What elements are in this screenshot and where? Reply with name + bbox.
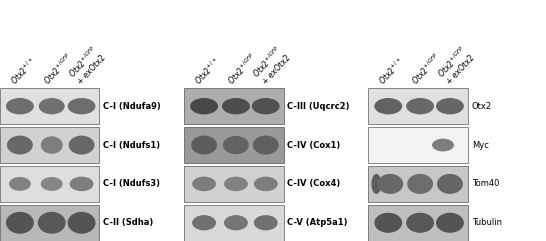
Bar: [369, 205, 468, 241]
Ellipse shape: [375, 213, 402, 233]
Text: C-IV (Cox4): C-IV (Cox4): [288, 179, 341, 188]
Ellipse shape: [252, 98, 280, 114]
Ellipse shape: [254, 215, 278, 230]
Text: C-IV (Cox1): C-IV (Cox1): [288, 141, 341, 150]
Ellipse shape: [41, 136, 63, 154]
Ellipse shape: [407, 174, 433, 194]
Text: C-I (Ndufa9): C-I (Ndufa9): [103, 102, 161, 111]
Text: C-I (Ndufs1): C-I (Ndufs1): [103, 141, 161, 150]
Bar: [0, 127, 99, 163]
Bar: [0, 88, 99, 124]
Ellipse shape: [191, 136, 217, 154]
Text: $Otx2^{+/GFP}$
+ exOtx2: $Otx2^{+/GFP}$ + exOtx2: [435, 44, 477, 87]
Ellipse shape: [436, 213, 464, 233]
Bar: [184, 205, 284, 241]
Ellipse shape: [432, 139, 454, 151]
Ellipse shape: [9, 177, 31, 191]
Ellipse shape: [224, 177, 248, 191]
Ellipse shape: [371, 174, 381, 194]
Ellipse shape: [377, 174, 403, 194]
Ellipse shape: [224, 215, 248, 230]
Ellipse shape: [406, 213, 434, 233]
Text: C-II (Sdha): C-II (Sdha): [103, 218, 153, 227]
Ellipse shape: [437, 174, 463, 194]
Ellipse shape: [192, 215, 216, 230]
Ellipse shape: [190, 98, 218, 114]
Text: Otx2: Otx2: [472, 102, 492, 111]
Ellipse shape: [70, 177, 93, 191]
Ellipse shape: [6, 212, 34, 234]
Bar: [369, 127, 468, 163]
Ellipse shape: [6, 98, 34, 114]
Text: C-I (Ndufs3): C-I (Ndufs3): [103, 179, 161, 188]
Bar: [184, 127, 284, 163]
Ellipse shape: [39, 98, 64, 114]
Ellipse shape: [375, 98, 402, 114]
Text: C-III (Uqcrc2): C-III (Uqcrc2): [288, 102, 350, 111]
Ellipse shape: [7, 136, 33, 154]
Ellipse shape: [436, 98, 464, 114]
Text: Myc: Myc: [472, 141, 489, 150]
Text: $Otx2^{+/GFP}$: $Otx2^{+/GFP}$: [409, 51, 444, 87]
Ellipse shape: [406, 98, 434, 114]
Ellipse shape: [38, 212, 66, 234]
Ellipse shape: [253, 136, 278, 154]
Bar: [184, 166, 284, 202]
Text: $Otx2^{+/GFP}$: $Otx2^{+/GFP}$: [225, 51, 259, 87]
Text: $Otx2^{+/GFP}$
+ exOtx2: $Otx2^{+/GFP}$ + exOtx2: [251, 44, 293, 87]
Bar: [0, 166, 99, 202]
Text: $Otx2^{+/+}$: $Otx2^{+/+}$: [376, 55, 407, 87]
Text: $Otx2^{+/+}$: $Otx2^{+/+}$: [8, 55, 39, 87]
Text: $Otx2^{+/GFP}$
+ exOtx2: $Otx2^{+/GFP}$ + exOtx2: [66, 44, 109, 87]
Ellipse shape: [68, 98, 96, 114]
Text: Tubulin: Tubulin: [472, 218, 502, 227]
Ellipse shape: [68, 212, 96, 234]
Ellipse shape: [254, 177, 278, 191]
Bar: [0, 205, 99, 241]
Bar: [369, 88, 468, 124]
Ellipse shape: [192, 177, 216, 191]
Text: C-V (Atp5a1): C-V (Atp5a1): [288, 218, 348, 227]
Bar: [369, 166, 468, 202]
Ellipse shape: [69, 136, 94, 154]
Ellipse shape: [223, 136, 249, 154]
Text: $Otx2^{+/+}$: $Otx2^{+/+}$: [192, 55, 223, 87]
Text: Tom40: Tom40: [472, 179, 499, 188]
Ellipse shape: [222, 98, 250, 114]
Text: $Otx2^{+/GFP}$: $Otx2^{+/GFP}$: [40, 51, 75, 87]
Ellipse shape: [41, 177, 63, 191]
Bar: [184, 88, 284, 124]
